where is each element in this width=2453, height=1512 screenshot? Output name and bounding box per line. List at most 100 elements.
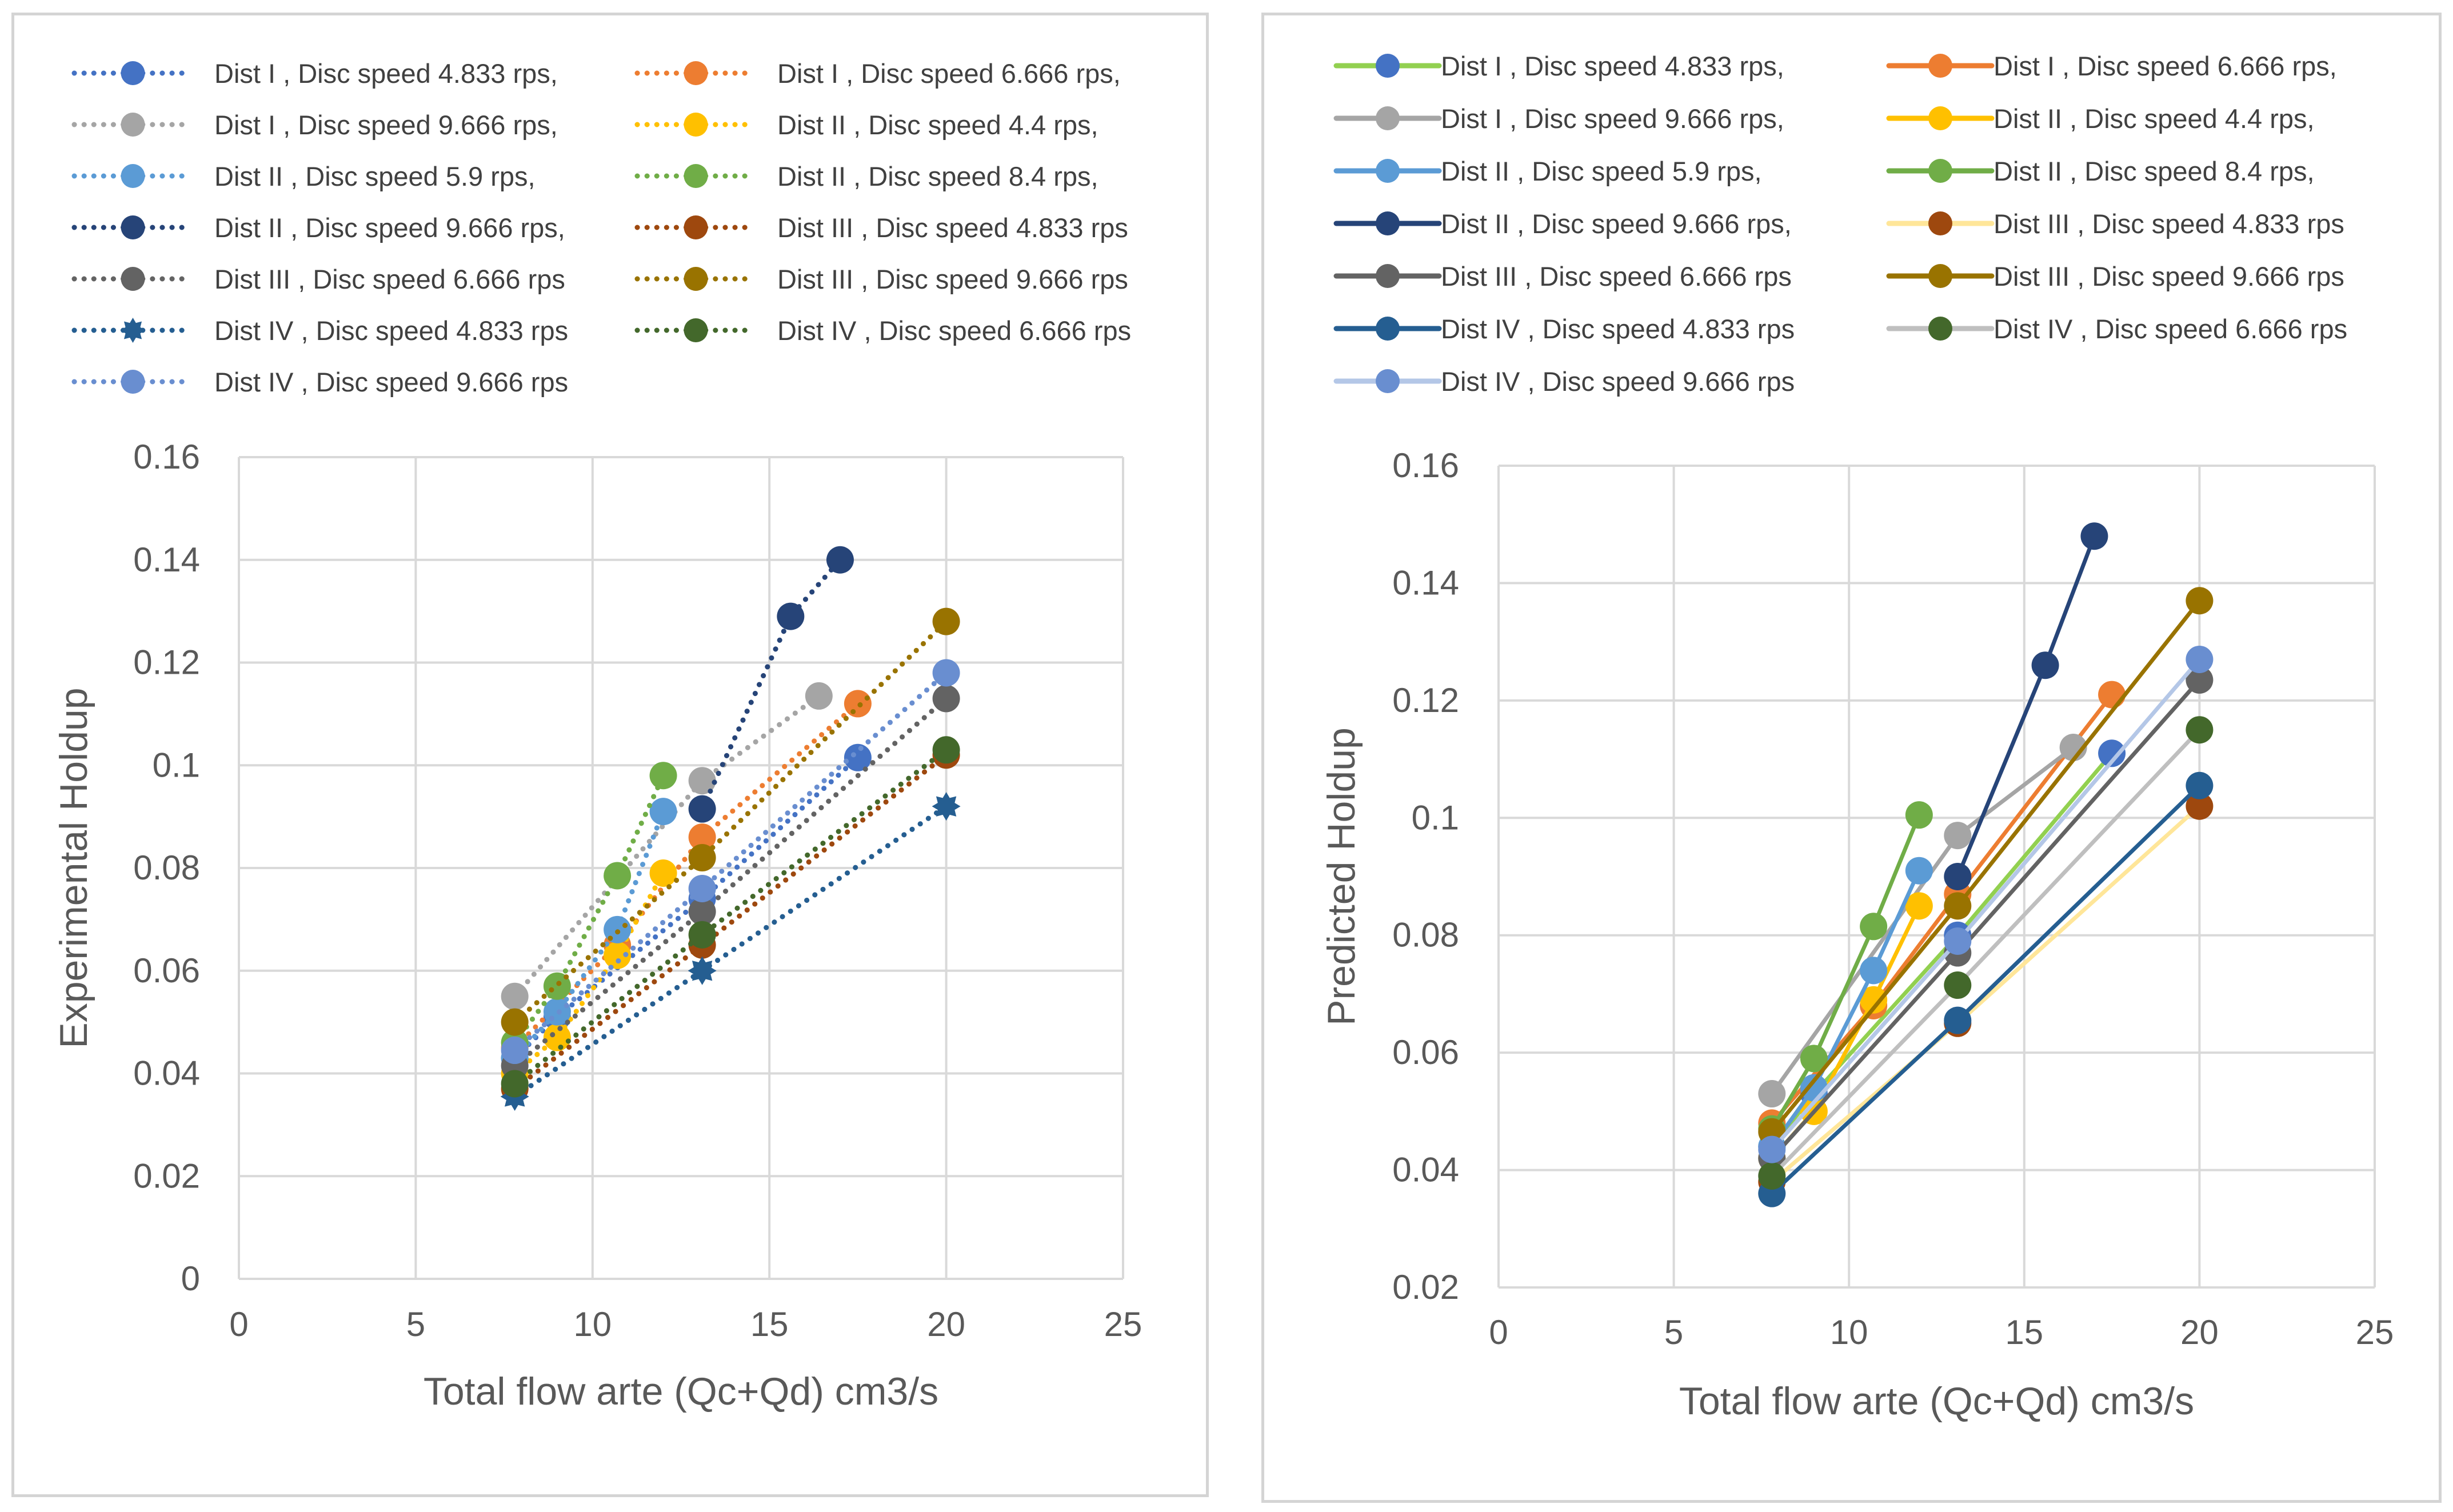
x-tick-label: 20 [2180,1313,2219,1351]
data-point [501,1037,529,1065]
legend-label: Dist I , Disc speed 9.666 rps, [1441,103,1784,134]
data-point [543,972,571,1000]
legend: Dist I , Disc speed 4.833 rps, Dist I , D… [1333,51,2347,397]
series-12 [501,736,960,1098]
x-axis-title: Total flow arte (Qc+Qd) cm3/s [1679,1379,2194,1423]
y-tick-label: 0 [181,1259,200,1298]
series-line [1769,783,2202,1196]
series-3 [1758,734,2087,1108]
legend-marker [1928,54,1952,78]
y-tick-label: 0.08 [1392,916,1459,954]
x-tick-label: 10 [573,1305,612,1343]
data-point [805,682,833,710]
data-point [932,792,961,821]
legend-marker [1928,106,1952,130]
x-tick-label: 25 [1104,1305,1142,1343]
series-line [512,809,666,1061]
legend-marker [121,267,145,291]
data-point [2186,792,2214,820]
legend-marker [1376,317,1400,341]
data-point [2186,771,2214,799]
x-tick-label: 5 [1664,1313,1683,1351]
legend: Dist I , Disc speed 4.833 rps, Dist I , D… [71,58,1131,397]
y-tick-label: 0.16 [1392,446,1459,485]
data-point [688,956,717,985]
series-line [1769,745,2076,1096]
series-3 [501,682,833,1010]
series-line [512,695,949,1069]
x-tick-label: 15 [750,1305,789,1343]
legend-label: Dist II , Disc speed 8.4 rps, [1993,156,2315,186]
x-tick-label: 25 [2356,1313,2394,1351]
data-point [1944,822,1972,850]
y-tick-label: 0.04 [1392,1151,1459,1189]
data-point [688,898,716,926]
legend-marker [121,370,145,394]
data-point [501,1070,529,1098]
legend-label: Dist III , Disc speed 4.833 rps [1993,209,2344,239]
x-tick-label: 10 [1830,1313,1868,1351]
y-tick-label: 0.02 [1392,1268,1459,1306]
legend-label: Dist II , Disc speed 9.666 rps, [1441,209,1792,239]
series-line [1769,678,2202,1161]
y-tick-label: 0.1 [153,746,200,784]
legend-marker [1376,369,1400,393]
legend-marker [1376,54,1400,78]
series-7 [1944,522,2108,890]
x-tick-label: 20 [927,1305,965,1343]
x-axis-title: Total flow arte (Qc+Qd) cm3/s [424,1370,938,1413]
data-point [1944,863,1972,890]
data-point [1860,986,1888,1014]
series-line [512,803,949,1099]
series-7 [688,546,854,823]
legend-label: Dist II , Disc speed 4.4 rps, [777,110,1098,140]
data-point [649,762,677,790]
y-tick-label: 0.08 [133,849,200,887]
x-tick-label: 15 [2005,1313,2043,1351]
legend-label: Dist III , Disc speed 9.666 rps [777,264,1128,294]
legend-label: Dist II , Disc speed 9.666 rps, [214,213,565,243]
series-line [512,701,861,1051]
data-point [543,1023,571,1051]
legend-marker [1376,106,1400,130]
data-point [688,874,716,902]
series-5 [501,798,677,1072]
legend-marker [684,164,708,188]
data-point [1944,1006,1972,1034]
legend-label: Dist IV , Disc speed 6.666 rps [1993,314,2347,344]
x-tick-label: 0 [229,1305,248,1343]
legend-marker [121,61,145,85]
legend-label: Dist IV , Disc speed 9.666 rps [1441,366,1795,397]
series-6 [501,762,677,1057]
legend-marker [684,267,708,291]
legend-marker [1928,317,1952,341]
series-line [1955,534,2096,879]
data-point [1944,971,1972,999]
x-tick-label: 5 [406,1305,425,1343]
y-tick-label: 0.14 [133,541,200,579]
y-tick-label: 0.04 [133,1054,200,1093]
series-line [1769,869,1921,1149]
legend-label: Dist IV , Disc speed 6.666 rps [777,315,1131,346]
data-point [2186,666,2214,694]
legend-marker [121,164,145,188]
data-point [649,798,677,826]
legend-marker [121,113,145,137]
legend-label: Dist I , Disc speed 4.833 rps, [214,58,558,89]
data-point [932,659,960,687]
data-point [501,982,529,1010]
legend-label: Dist II , Disc speed 8.4 rps, [777,161,1098,191]
data-point [844,743,872,771]
series-line [512,693,822,999]
predicted-holdup-chart-panel [1261,13,2442,1503]
data-point [2098,681,2126,709]
y-tick-label: 0.14 [1392,563,1459,602]
data-point [1905,857,1933,885]
data-point [2186,645,2214,673]
y-axis-title: Experimental Holdup [52,687,95,1048]
y-tick-label: 0.02 [133,1157,200,1195]
legend-marker [1376,159,1400,183]
y-tick-label: 0.1 [1412,798,1459,837]
data-point [1905,801,1933,829]
series-line [700,557,843,812]
